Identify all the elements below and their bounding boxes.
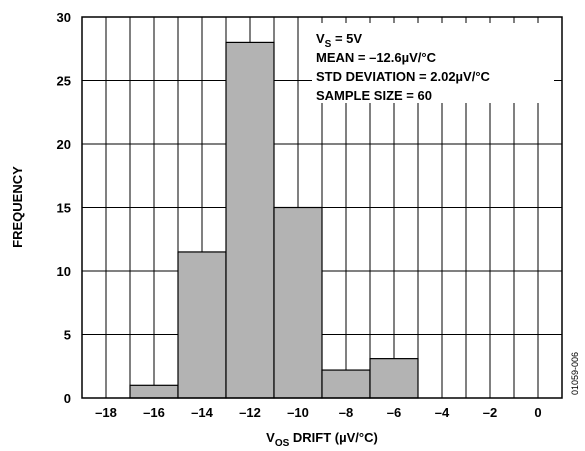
histogram-bar: [369, 358, 419, 399]
x-tick-labels: –18 –16 –14 –12 –10 –8 –6 –4 –2 0: [95, 405, 541, 420]
y-tick-label: 25: [57, 74, 71, 89]
x-tick-label: –2: [483, 405, 497, 420]
histogram-bar: [225, 41, 275, 399]
annotation-box: VS = 5V MEAN = –12.6µV/°C STD DEVIATION …: [312, 23, 554, 103]
x-tick-label: –4: [435, 405, 450, 420]
x-tick-label: –18: [95, 405, 117, 420]
x-tick-label: –12: [239, 405, 261, 420]
y-tick-label: 30: [57, 10, 71, 25]
x-tick-label: –10: [287, 405, 309, 420]
histogram-bar: [129, 384, 179, 399]
x-tick-label: –14: [191, 405, 213, 420]
x-tick-label: –16: [143, 405, 165, 420]
annotation-std-deviation: STD DEVIATION = 2.02µV/°C: [316, 69, 491, 84]
histogram-bar: [177, 251, 227, 399]
y-tick-label: 20: [57, 137, 71, 152]
y-axis-title: FREQUENCY: [10, 166, 25, 248]
annotation-background: [312, 23, 554, 103]
y-tick-labels: 0 5 10 15 20 25 30: [57, 10, 71, 406]
plot-frame: [81, 16, 563, 399]
annotation-supply: VS = 5V: [316, 31, 362, 50]
histogram-bar: [273, 206, 323, 399]
x-axis-title: VOS DRIFT (µV/°C): [266, 430, 378, 449]
annotation-mean: MEAN = –12.6µV/°C: [316, 50, 437, 65]
figure-id: 01059-006: [570, 352, 580, 395]
y-tick-label: 15: [57, 201, 71, 216]
histogram-bars: [129, 41, 419, 399]
y-tick-label: 0: [64, 391, 71, 406]
annotation-sample-size: SAMPLE SIZE = 60: [316, 88, 432, 103]
x-tick-label: –8: [339, 405, 353, 420]
x-tick-label: –6: [387, 405, 401, 420]
y-tick-label: 10: [57, 264, 71, 279]
x-tick-label: 0: [534, 405, 541, 420]
y-tick-label: 5: [64, 328, 71, 343]
histogram-bar: [321, 369, 371, 399]
